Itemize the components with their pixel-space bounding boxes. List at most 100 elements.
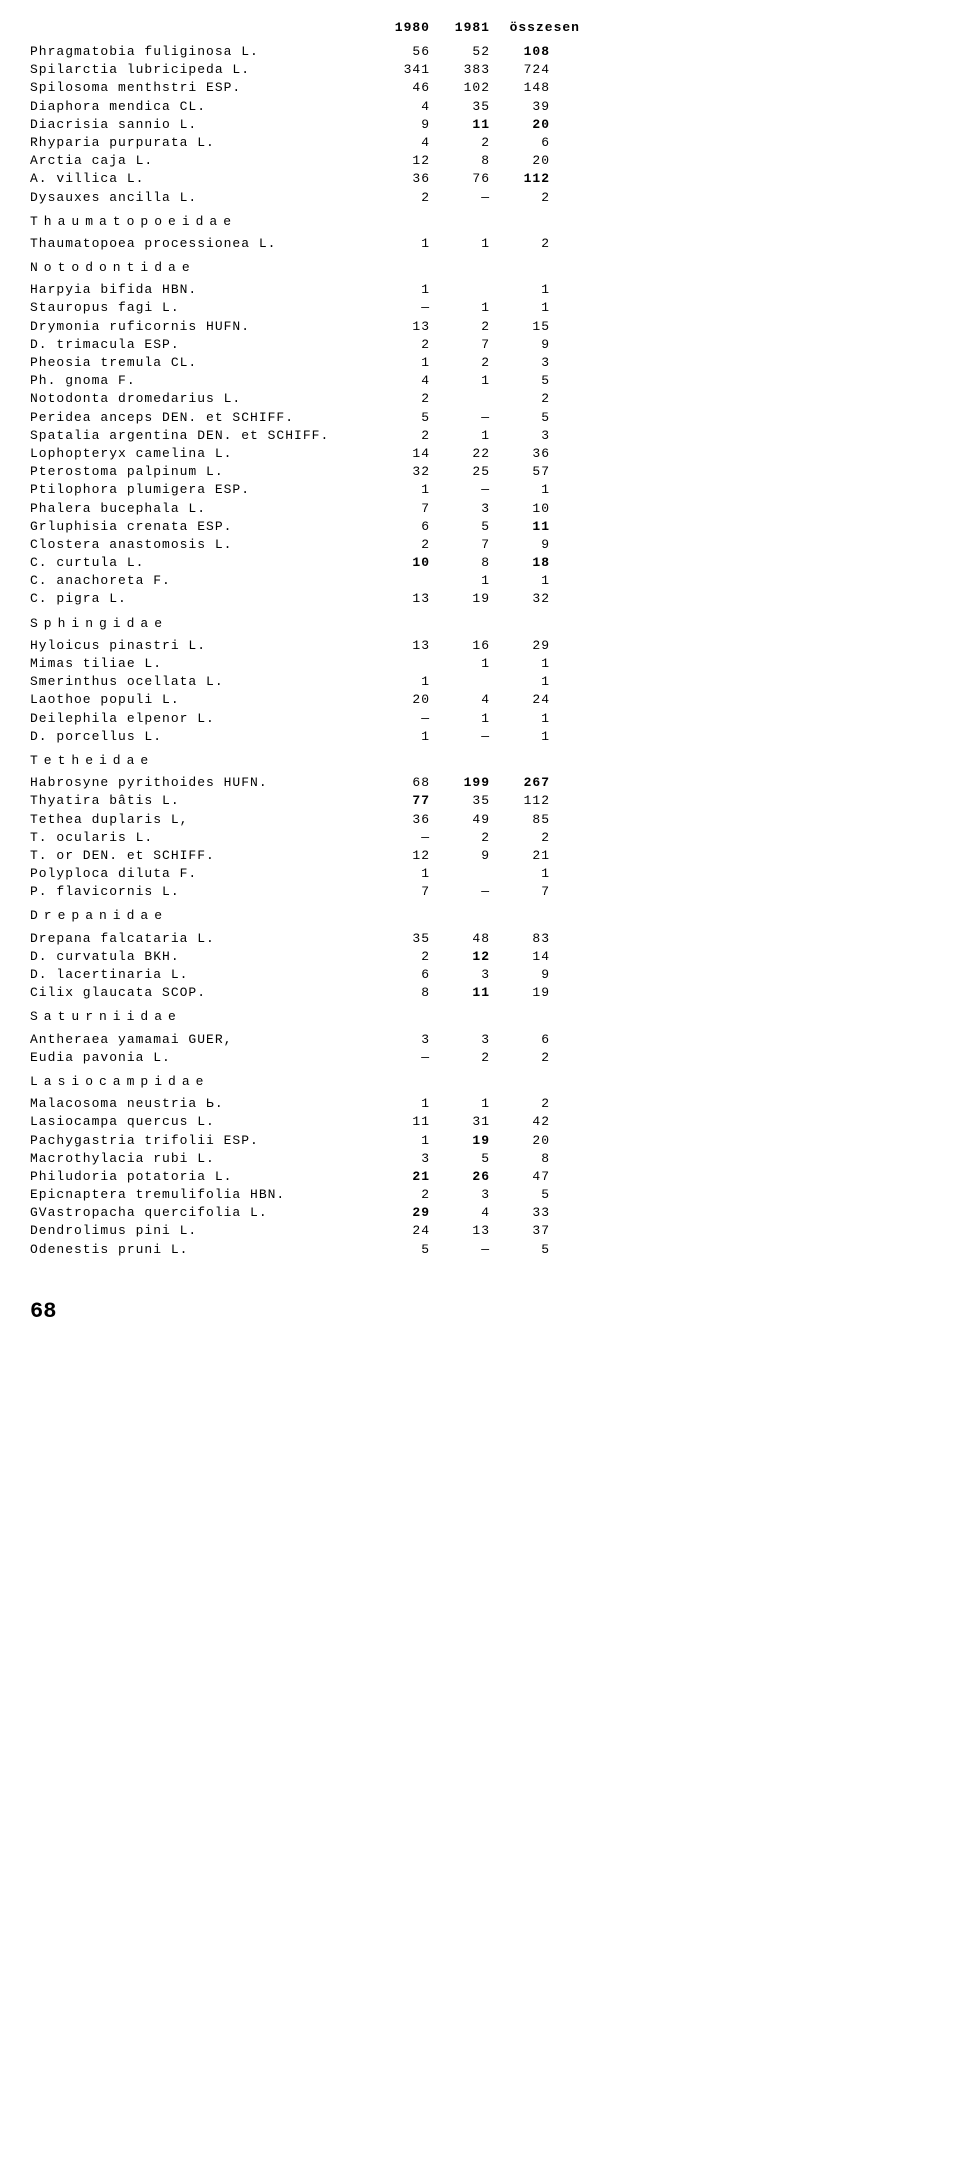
value-1980: 5 [370,409,430,427]
species-row: Eudia pavonia L.—22 [30,1049,930,1067]
value-total: 5 [490,409,550,427]
value-total: 29 [490,637,550,655]
value-1980: — [370,1049,430,1067]
value-1981: 383 [430,61,490,79]
value-total: 7 [490,883,550,901]
header-col-1980: 1980 [370,20,430,35]
value-1980: 7 [370,500,430,518]
value-1981: 3 [430,1031,490,1049]
value-total: 1 [490,572,550,590]
value-1980: 1 [370,865,430,883]
value-1981: — [430,189,490,207]
species-name: Diacrisia sannio L. [30,116,370,134]
family-label: Thaumatopoeidae [30,213,370,231]
value-total: 85 [490,811,550,829]
value-total: 47 [490,1168,550,1186]
value-1980: — [370,710,430,728]
value-total: 57 [490,463,550,481]
value-total: 1 [490,728,550,746]
species-name: GVastropacha quercifolia L. [30,1204,370,1222]
value-total: 2 [490,1095,550,1113]
species-row: GVastropacha quercifolia L.29433 [30,1204,930,1222]
value-1980: — [370,299,430,317]
value-1981: 7 [430,536,490,554]
value-1981: 49 [430,811,490,829]
value-total: 1 [490,281,550,299]
value-1981: 102 [430,79,490,97]
species-row: A. villica L.3676112 [30,170,930,188]
value-total: 20 [490,1132,550,1150]
value-1981: 11 [430,116,490,134]
value-1981: 25 [430,463,490,481]
value-1980: 1 [370,1095,430,1113]
species-name: Drepana falcataria L. [30,930,370,948]
value-1980: 20 [370,691,430,709]
value-total: 11 [490,518,550,536]
value-1980: 77 [370,792,430,810]
header-spacer [30,20,370,35]
value-1981: 199 [430,774,490,792]
value-1980: 4 [370,98,430,116]
species-name: C. curtula L. [30,554,370,572]
species-name: A. villica L. [30,170,370,188]
species-name: Stauropus fagi L. [30,299,370,317]
family-label: Lasiocampidae [30,1073,370,1091]
value-total: 3 [490,427,550,445]
value-1981: 1 [430,372,490,390]
value-1980: 2 [370,189,430,207]
species-row: Thaumatopoea processionea L.112 [30,235,930,253]
value-total: 112 [490,792,550,810]
value-1981: 1 [430,1095,490,1113]
value-total: 15 [490,318,550,336]
value-total: 10 [490,500,550,518]
value-total: 19 [490,984,550,1002]
value-1980: 36 [370,811,430,829]
value-1981: 3 [430,1186,490,1204]
species-name: Epicnaptera tremulifolia HBN. [30,1186,370,1204]
species-name: Philudoria potatoria L. [30,1168,370,1186]
table-header: 1980 1981 összesen [30,20,930,35]
species-row: C. anachoreta F.11 [30,572,930,590]
species-row: Dysauxes ancilla L.2—2 [30,189,930,207]
value-1980: 9 [370,116,430,134]
species-row: Antheraea yamamai GUER,336 [30,1031,930,1049]
value-1981: 2 [430,134,490,152]
value-total: 9 [490,966,550,984]
value-1980 [370,572,430,590]
species-row: Epicnaptera tremulifolia HBN.235 [30,1186,930,1204]
family-label: Tetheidae [30,752,370,770]
species-name: Drymonia ruficornis HUFN. [30,318,370,336]
value-1981: 16 [430,637,490,655]
species-row: Drymonia ruficornis HUFN.13215 [30,318,930,336]
species-row: Drepana falcataria L.354883 [30,930,930,948]
value-1980: 21 [370,1168,430,1186]
value-1980: 13 [370,590,430,608]
species-name: T. ocularis L. [30,829,370,847]
value-1981: 2 [430,829,490,847]
value-total: 2 [490,189,550,207]
value-1981: 4 [430,1204,490,1222]
value-1981: 8 [430,554,490,572]
species-row: D. porcellus L.1—1 [30,728,930,746]
value-1980: 2 [370,1186,430,1204]
species-row: Macrothylacia rubi L.358 [30,1150,930,1168]
species-name: Malacosoma neustria Ь. [30,1095,370,1113]
value-1981: 11 [430,984,490,1002]
family-label: Saturniidae [30,1008,370,1026]
family-row: Lasiocampidae [30,1067,930,1095]
value-1980: 56 [370,43,430,61]
value-total: 148 [490,79,550,97]
species-row: Spilarctia lubricipeda L.341383724 [30,61,930,79]
value-1981: 19 [430,590,490,608]
value-1980 [370,655,430,673]
value-1980: 5 [370,1241,430,1259]
value-1981: — [430,1241,490,1259]
value-1980: 1 [370,354,430,372]
value-1981: 2 [430,354,490,372]
value-1981: 22 [430,445,490,463]
value-1980: 24 [370,1222,430,1240]
species-name: Phalera bucephala L. [30,500,370,518]
value-1980: 32 [370,463,430,481]
value-1980: 13 [370,318,430,336]
header-col-total: összesen [490,20,580,35]
